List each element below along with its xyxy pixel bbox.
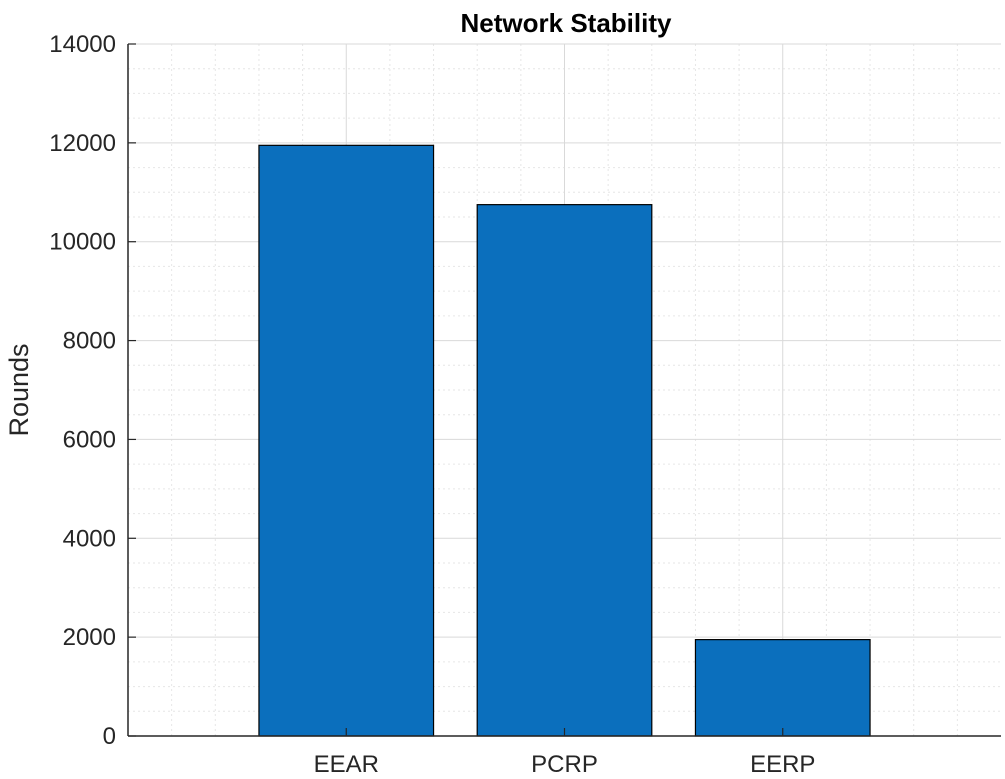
x-tick-label-eerp: EERP [750,751,815,778]
y-tick-label: 12000 [49,130,116,157]
y-tick-label: 14000 [49,31,116,58]
y-tick-label: 4000 [63,525,116,552]
y-tick-label: 8000 [63,328,116,355]
chart-title: Network Stability [461,8,672,38]
y-tick-label: 10000 [49,229,116,256]
x-tick-label-pcrp: PCRP [531,751,598,778]
y-axis-label: Rounds [4,343,34,436]
bar-pcrp [476,204,653,737]
bars [258,144,871,737]
bar-eear [258,144,435,737]
y-tick-label: 6000 [63,426,116,453]
x-tick-label-eear: EEAR [314,751,379,778]
y-tick-label: 2000 [63,624,116,651]
x-tick-labels: EEAR PCRP EERP [314,751,816,778]
y-tick-labels: 0 2000 4000 6000 8000 10000 12000 14000 [49,31,116,750]
axes [127,43,1001,737]
bar-eerp [694,639,871,737]
y-tick-label: 0 [103,723,116,750]
